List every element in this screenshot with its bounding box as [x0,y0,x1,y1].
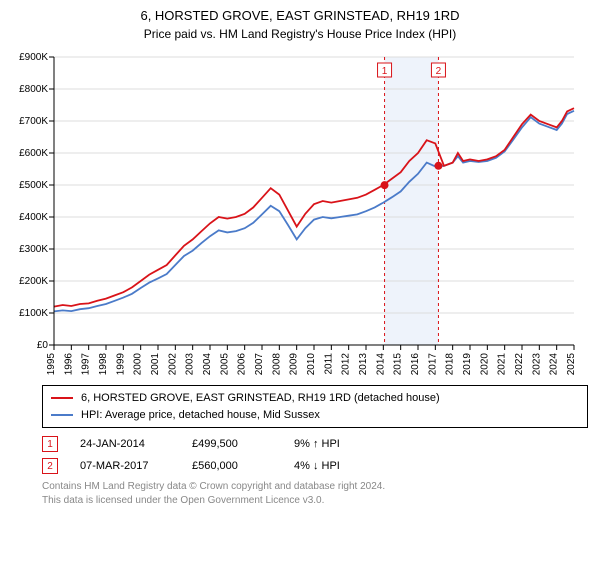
footer-line: Contains HM Land Registry data © Crown c… [42,480,588,494]
svg-text:1999: 1999 [115,353,126,376]
svg-text:1997: 1997 [81,353,92,376]
legend-swatch [51,414,73,416]
legend-label: 6, HORSTED GROVE, EAST GRINSTEAD, RH19 1… [81,390,440,407]
footer-attribution: Contains HM Land Registry data © Crown c… [42,480,588,507]
svg-text:2017: 2017 [427,353,438,376]
svg-text:£100K: £100K [19,308,48,319]
svg-text:£600K: £600K [19,148,48,159]
sale-date: 24-JAN-2014 [80,438,170,450]
line-chart: £0 £100K £200K £300K £400K £500K £600K £700K £80… [6,47,588,377]
svg-text:1996: 1996 [63,353,74,376]
svg-text:£500K: £500K [19,180,48,191]
svg-text:2010: 2010 [306,353,317,376]
svg-text:2006: 2006 [237,353,248,376]
sale-marker-icon: 1 [42,436,58,452]
svg-text:£700K: £700K [19,116,48,127]
page-subtitle: Price paid vs. HM Land Registry's House … [0,27,600,41]
svg-text:£400K: £400K [19,212,48,223]
sale-row: 1 24-JAN-2014 £499,500 9% ↑ HPI [42,436,588,452]
page-title: 6, HORSTED GROVE, EAST GRINSTEAD, RH19 1… [0,8,600,23]
svg-text:2000: 2000 [133,353,144,376]
svg-text:2008: 2008 [271,353,282,376]
legend-swatch [51,397,73,399]
svg-text:2005: 2005 [219,353,230,376]
svg-text:2003: 2003 [185,353,196,376]
sale-hpi: 4% ↓ HPI [294,460,384,472]
svg-text:2018: 2018 [445,353,456,376]
sale-hpi: 9% ↑ HPI [294,438,384,450]
svg-text:2007: 2007 [254,353,265,376]
legend-item: 6, HORSTED GROVE, EAST GRINSTEAD, RH19 1… [51,390,579,407]
sale-row: 2 07-MAR-2017 £560,000 4% ↓ HPI [42,458,588,474]
svg-text:2020: 2020 [479,353,490,376]
svg-text:2024: 2024 [549,353,560,376]
svg-text:1: 1 [382,66,388,77]
legend: 6, HORSTED GROVE, EAST GRINSTEAD, RH19 1… [42,385,588,428]
sale-date: 07-MAR-2017 [80,460,170,472]
legend-label: HPI: Average price, detached house, Mid … [81,407,320,424]
svg-text:2022: 2022 [514,353,525,376]
svg-text:£800K: £800K [19,84,48,95]
sale-price: £499,500 [192,438,272,450]
sale-price: £560,000 [192,460,272,472]
legend-item: HPI: Average price, detached house, Mid … [51,407,579,424]
svg-text:2: 2 [436,66,442,77]
svg-text:2023: 2023 [531,353,542,376]
svg-text:2002: 2002 [167,353,178,376]
svg-text:1995: 1995 [46,353,57,376]
svg-text:2001: 2001 [150,353,161,376]
svg-text:2015: 2015 [393,353,404,376]
svg-text:2012: 2012 [341,353,352,376]
svg-text:2014: 2014 [375,353,386,376]
footer-line: This data is licensed under the Open Gov… [42,494,588,508]
svg-text:2009: 2009 [289,353,300,376]
chart-container: £0 £100K £200K £300K £400K £500K £600K £700K £80… [6,47,588,377]
sale-marker-icon: 2 [42,458,58,474]
svg-text:£0: £0 [37,340,49,351]
svg-text:1998: 1998 [98,353,109,376]
sales-table: 1 24-JAN-2014 £499,500 9% ↑ HPI 2 07-MAR-2017… [42,436,588,474]
svg-text:2025: 2025 [566,353,577,376]
svg-text:2016: 2016 [410,353,421,376]
svg-text:£200K: £200K [19,276,48,287]
svg-text:2021: 2021 [497,353,508,376]
svg-text:£300K: £300K [19,244,48,255]
svg-text:£900K: £900K [19,52,48,63]
svg-text:2013: 2013 [358,353,369,376]
svg-text:2004: 2004 [202,353,213,376]
svg-text:2019: 2019 [462,353,473,376]
svg-text:2011: 2011 [323,353,334,375]
